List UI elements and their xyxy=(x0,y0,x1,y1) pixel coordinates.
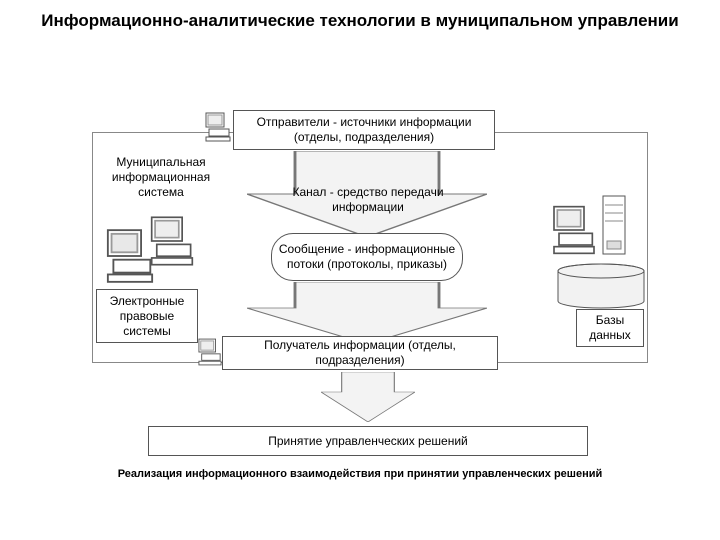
computer-icon xyxy=(552,205,596,255)
senders-box: Отправители - источники информации (отде… xyxy=(233,110,495,150)
mis-text: Муниципальная информационная система xyxy=(112,155,210,199)
database-label: Базы данных xyxy=(579,313,641,343)
decision-label: Принятие управленческих решений xyxy=(268,434,467,449)
channel-text: Канал - средство передачи информации xyxy=(292,185,443,214)
message-box: Сообщение - информационные потоки (прото… xyxy=(271,233,463,281)
caption-text: Реализация информационного взаимодействи… xyxy=(118,468,603,480)
computer-icon xyxy=(205,112,231,142)
mis-label: Муниципальная информационная система xyxy=(102,155,220,200)
caption: Реализация информационного взаимодействи… xyxy=(0,468,720,480)
senders-label: Отправители - источники информации (отде… xyxy=(236,115,492,145)
channel-label: Канал - средство передачи информации xyxy=(283,185,453,215)
computer-icon xyxy=(150,215,194,267)
database-icon xyxy=(556,263,646,309)
computer-icon xyxy=(198,338,222,366)
database-box: Базы данных xyxy=(576,309,644,347)
legal-label: Электронные правовые системы xyxy=(99,294,195,339)
receiver-box: Получатель информации (отделы, подраздел… xyxy=(222,336,498,370)
decision-box: Принятие управленческих решений xyxy=(148,426,588,456)
receiver-label: Получатель информации (отделы, подраздел… xyxy=(225,338,495,368)
legal-systems-box: Электронные правовые системы xyxy=(96,289,198,343)
page-title: Информационно-аналитические технологии в… xyxy=(0,10,720,32)
message-label: Сообщение - информационные потоки (прото… xyxy=(274,242,460,272)
server-icon xyxy=(602,195,626,255)
arrow-receiver-to-decision xyxy=(321,372,415,422)
computer-icon xyxy=(106,228,154,284)
arrow-message-to-receiver xyxy=(247,282,487,344)
